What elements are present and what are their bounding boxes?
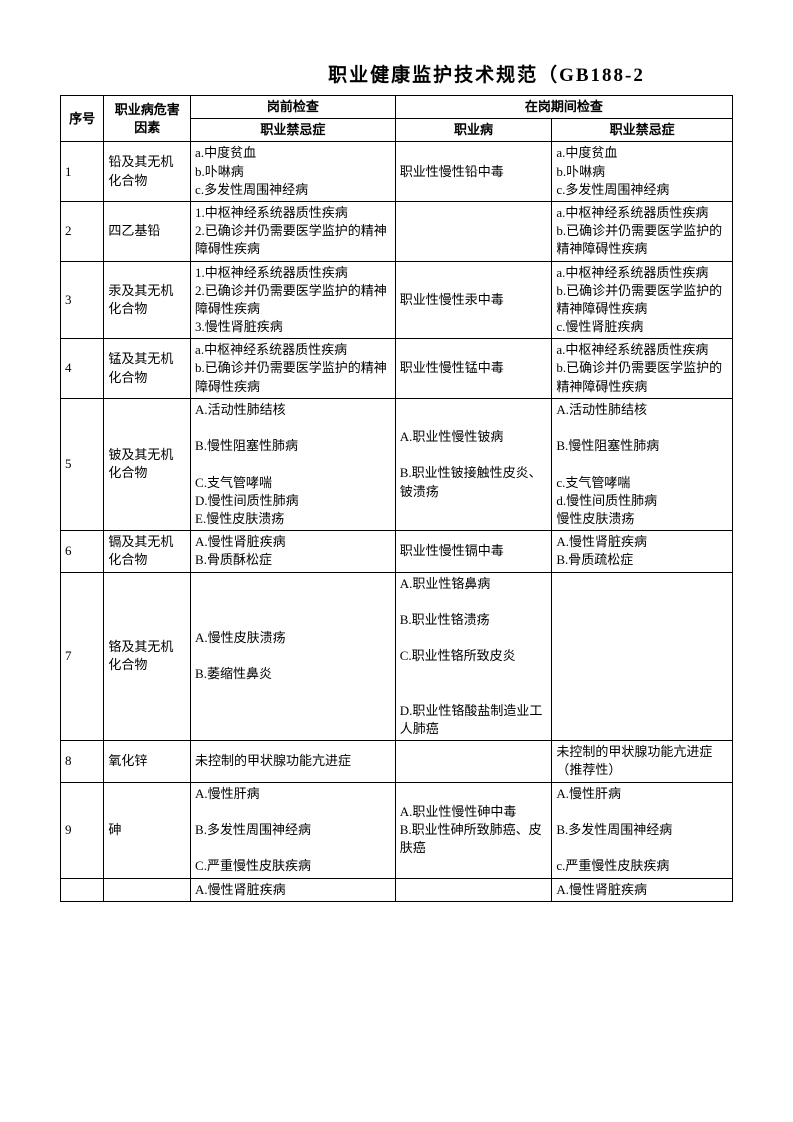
header-ongoing: 在岗期间检查 [395,96,732,119]
cell-disease: A.职业性慢性砷中毒 B.职业性砷所致肺癌、皮肤癌 [395,782,552,878]
table-row: 2四乙基铅1.中枢神经系统器质性疾病 2.已确诊并仍需要医学监护的精神障碍性疾病… [61,201,733,261]
cell-seq: 1 [61,142,104,202]
header-disease: 职业病 [395,119,552,142]
cell-pre-contra: 1.中枢神经系统器质性疾病 2.已确诊并仍需要医学监护的精神障碍性疾病 3.慢性… [191,261,396,339]
cell-disease [395,878,552,901]
cell-contra: A.慢性肾脏疾病 B.骨质疏松症 [552,531,733,572]
cell-disease [395,741,552,782]
table-header: 序号 职业病危害因素 岗前检查 在岗期间检查 职业禁忌症 职业病 职业禁忌症 [61,96,733,142]
cell-factor: 镉及其无机化合物 [104,531,191,572]
cell-seq: 4 [61,339,104,399]
page-container: 职业健康监护技术规范（GB188-2 序号 职业病危害因素 岗前检查 在岗期间检… [0,0,793,902]
cell-factor: 汞及其无机化合物 [104,261,191,339]
table-row: A.慢性肾脏疾病 A.慢性肾脏疾病 [61,878,733,901]
cell-factor: 铬及其无机化合物 [104,572,191,741]
cell-factor: 铍及其无机化合物 [104,398,191,530]
table-row: 8氧化锌未控制的甲状腺功能亢进症 未控制的甲状腺功能亢进症（推荐性） [61,741,733,782]
cell-factor: 四乙基铅 [104,201,191,261]
cell-contra: A.活动性肺结核 B.慢性阻塞性肺病 c.支气管哮喘 d.慢性间质性肺病 慢性皮… [552,398,733,530]
cell-factor: 锰及其无机化合物 [104,339,191,399]
table-row: 3汞及其无机化合物1.中枢神经系统器质性疾病 2.已确诊并仍需要医学监护的精神障… [61,261,733,339]
header-contra: 职业禁忌症 [552,119,733,142]
cell-seq: 8 [61,741,104,782]
cell-contra: A.慢性肾脏疾病 [552,878,733,901]
header-pre: 岗前检查 [191,96,396,119]
cell-factor: 铅及其无机化合物 [104,142,191,202]
cell-pre-contra: A.慢性皮肤溃疡 B.萎缩性鼻炎 [191,572,396,741]
cell-contra: A.慢性肝病 B.多发性周围神经病 c.严重慢性皮肤疾病 [552,782,733,878]
cell-contra: a.中枢神经系统器质性疾病 b.已确诊并仍需要医学监护的精神障碍性疾病 [552,201,733,261]
header-factor: 职业病危害因素 [104,96,191,142]
cell-disease: A.职业性铬鼻病 B.职业性铬溃疡 C.职业性铬所致皮炎 D.职业性铬酸盐制造业… [395,572,552,741]
table-row: 9砷A.慢性肝病 B.多发性周围神经病 C.严重慢性皮肤疾病A.职业性慢性砷中毒… [61,782,733,878]
cell-seq: 2 [61,201,104,261]
table-row: 4锰及其无机化合物a.中枢神经系统器质性疾病 b.已确诊并仍需要医学监护的精神障… [61,339,733,399]
cell-pre-contra: A.慢性肾脏疾病 B.骨质酥松症 [191,531,396,572]
cell-seq: 6 [61,531,104,572]
cell-factor [104,878,191,901]
header-seq: 序号 [61,96,104,142]
cell-disease: 职业性慢性铅中毒 [395,142,552,202]
cell-disease: 职业性慢性汞中毒 [395,261,552,339]
cell-pre-contra: a.中枢神经系统器质性疾病 b.已确诊并仍需要医学监护的精神障碍性疾病 [191,339,396,399]
doc-title: 职业健康监护技术规范（GB188-2 [60,60,733,87]
cell-contra: a.中度贫血 b.卟啉病 c.多发性周围神经病 [552,142,733,202]
cell-pre-contra: A.活动性肺结核 B.慢性阻塞性肺病 C.支气管哮喘 D.慢性间质性肺病 E.慢… [191,398,396,530]
header-pre-contra: 职业禁忌症 [191,119,396,142]
table-body: 1铅及其无机化合物a.中度贫血 b.卟啉病 c.多发性周围神经病职业性慢性铅中毒… [61,142,733,901]
cell-factor: 砷 [104,782,191,878]
cell-seq: 9 [61,782,104,878]
table-row: 1铅及其无机化合物a.中度贫血 b.卟啉病 c.多发性周围神经病职业性慢性铅中毒… [61,142,733,202]
cell-seq: 7 [61,572,104,741]
cell-seq [61,878,104,901]
cell-contra: 未控制的甲状腺功能亢进症（推荐性） [552,741,733,782]
cell-disease [395,201,552,261]
cell-pre-contra: A.慢性肾脏疾病 [191,878,396,901]
cell-disease: 职业性慢性镉中毒 [395,531,552,572]
table-row: 6镉及其无机化合物A.慢性肾脏疾病 B.骨质酥松症职业性慢性镉中毒A.慢性肾脏疾… [61,531,733,572]
table-row: 5铍及其无机化合物A.活动性肺结核 B.慢性阻塞性肺病 C.支气管哮喘 D.慢性… [61,398,733,530]
cell-pre-contra: a.中度贫血 b.卟啉病 c.多发性周围神经病 [191,142,396,202]
table-row: 7铬及其无机化合物A.慢性皮肤溃疡 B.萎缩性鼻炎A.职业性铬鼻病 B.职业性铬… [61,572,733,741]
cell-pre-contra: 未控制的甲状腺功能亢进症 [191,741,396,782]
cell-pre-contra: A.慢性肝病 B.多发性周围神经病 C.严重慢性皮肤疾病 [191,782,396,878]
cell-disease: 职业性慢性锰中毒 [395,339,552,399]
cell-pre-contra: 1.中枢神经系统器质性疾病 2.已确诊并仍需要医学监护的精神障碍性疾病 [191,201,396,261]
cell-contra: a.中枢神经系统器质性疾病 b.已确诊并仍需要医学监护的精神障碍性疾病 [552,339,733,399]
cell-factor: 氧化锌 [104,741,191,782]
cell-disease: A.职业性慢性铍病 B.职业性铍接触性皮炎、铍溃疡 [395,398,552,530]
cell-seq: 3 [61,261,104,339]
cell-seq: 5 [61,398,104,530]
cell-contra: a.中枢神经系统器质性疾病 b.已确诊并仍需要医学监护的精神障碍性疾病 c.慢性… [552,261,733,339]
data-table: 序号 职业病危害因素 岗前检查 在岗期间检查 职业禁忌症 职业病 职业禁忌症 1… [60,95,733,902]
cell-contra [552,572,733,741]
